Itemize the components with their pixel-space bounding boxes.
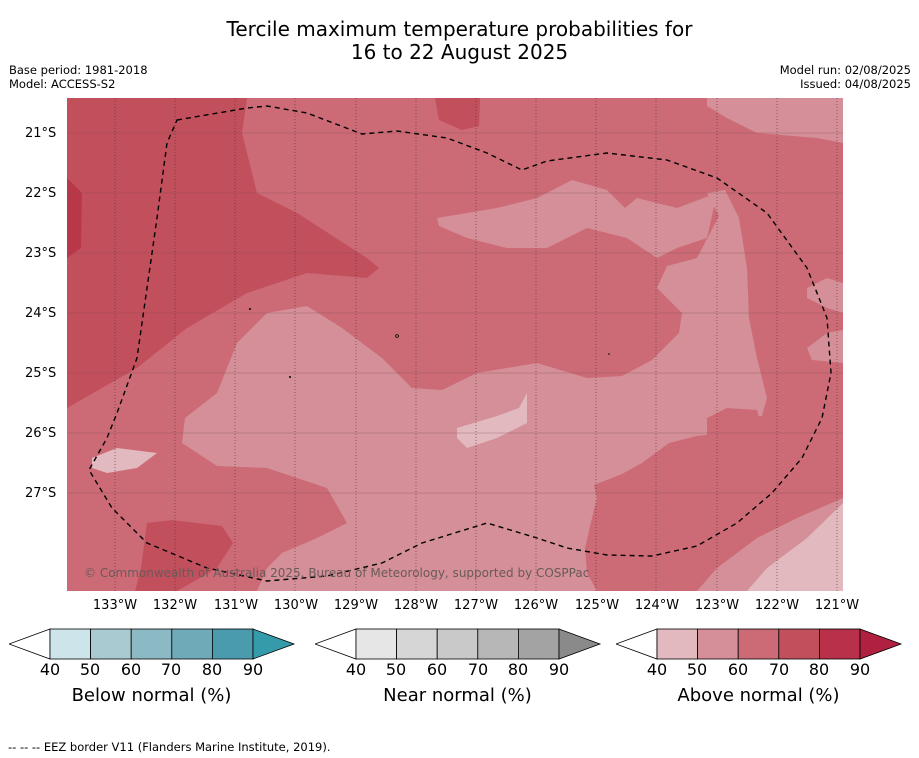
meta-left: Base period: 1981-2018 Model: ACCESS-S2 — [9, 63, 148, 91]
colorbar-segment — [396, 628, 438, 660]
colorbar-segment — [355, 628, 397, 660]
cbar-below-tick: 70 — [160, 660, 182, 679]
colorbar-below-label: Below normal (%) — [71, 685, 232, 706]
region-40-southeast — [747, 503, 843, 591]
colorbar-above — [616, 628, 903, 660]
colorbar-near — [315, 628, 602, 660]
region-70-southwest — [135, 520, 233, 591]
cbar-above-tick: 60 — [727, 660, 749, 679]
copyright-text: © Commonwealth of Australia 2025, Bureau… — [84, 566, 590, 580]
island-mark — [395, 334, 399, 338]
lat-label: 27°S — [25, 486, 57, 501]
cbar-near-tick: 80 — [507, 660, 529, 679]
region-40-patch-west — [92, 448, 157, 473]
cbar-near-tick: 40 — [345, 660, 367, 679]
title-line-2: 16 to 22 August 2025 — [350, 40, 569, 64]
cbar-above-tick: 40 — [646, 660, 668, 679]
colorbar-segment — [90, 628, 132, 660]
lon-label: 125°W — [574, 598, 620, 613]
colorbar-segment — [656, 628, 698, 660]
cbar-above-tick: 90 — [849, 660, 871, 679]
lon-label: 122°W — [754, 598, 800, 613]
lat-label: 23°S — [25, 246, 57, 261]
region-50-northeast — [707, 98, 843, 143]
colorbar-segment — [49, 628, 91, 660]
issued-date: Issued: 04/08/2025 — [800, 77, 911, 91]
cbar-near-tick: 60 — [426, 660, 448, 679]
region-70-north — [435, 98, 480, 130]
colorbar-lower-extension — [9, 628, 51, 660]
cbar-near-tick: 90 — [548, 660, 570, 679]
region-50-north — [437, 180, 717, 258]
lat-label: 22°S — [25, 186, 57, 201]
colorbar-lower-extension — [315, 628, 357, 660]
base-period: Base period: 1981-2018 — [9, 63, 148, 77]
title-line-1: Tercile maximum temperature probabilitie… — [226, 17, 693, 41]
lon-label: 133°W — [92, 598, 138, 613]
lat-label: 25°S — [25, 366, 57, 381]
region-50-east2 — [807, 330, 843, 363]
cbar-below-tick: 50 — [79, 660, 101, 679]
region-60-pocket — [707, 408, 762, 443]
region-50-central — [182, 190, 767, 591]
colorbar-below — [9, 628, 296, 660]
lon-gridlines — [114, 98, 838, 591]
island-mark — [608, 353, 610, 355]
colorbar-above-label: Above normal (%) — [677, 685, 840, 706]
cbar-below-tick: 80 — [201, 660, 223, 679]
lat-label: 26°S — [25, 426, 57, 441]
cbar-below-tick: 40 — [39, 660, 61, 679]
region-50-east — [807, 278, 843, 313]
colorbar-upper-extension — [252, 628, 296, 660]
lat-label: 24°S — [25, 306, 57, 321]
eez-footer-note: -- -- -- EEZ border V11 (Flanders Marine… — [8, 740, 331, 754]
colorbar-segment — [436, 628, 479, 660]
cbar-above-tick: 80 — [808, 660, 830, 679]
region-80-west — [67, 178, 82, 258]
lon-label: 128°W — [393, 598, 439, 613]
lon-label: 121°W — [814, 598, 860, 613]
colorbar-segment — [818, 628, 861, 660]
colorbar-near-label: Near normal (%) — [383, 685, 532, 706]
colorbar-segment — [477, 628, 519, 660]
island-mark — [289, 376, 291, 378]
colorbar-upper-extension — [859, 628, 903, 660]
lon-label: 126°W — [513, 598, 559, 613]
colorbar-segment — [171, 628, 213, 660]
lon-label: 130°W — [273, 598, 319, 613]
meta-right: Model run: 02/08/2025 Issued: 04/08/2025 — [780, 63, 911, 91]
colorbar-segment — [130, 628, 173, 660]
lon-label: 131°W — [213, 598, 259, 613]
colorbar-segment — [737, 628, 780, 660]
lon-label: 132°W — [152, 598, 198, 613]
cbar-above-tick: 70 — [768, 660, 790, 679]
colorbar-segment — [697, 628, 739, 660]
cbar-near-tick: 70 — [467, 660, 489, 679]
cbar-below-tick: 90 — [242, 660, 264, 679]
lat-label: 21°S — [25, 126, 57, 141]
model-name: Model: ACCESS-S2 — [9, 77, 116, 91]
cbar-below-tick: 60 — [120, 660, 142, 679]
lon-label: 129°W — [333, 598, 379, 613]
cbar-near-tick: 50 — [385, 660, 407, 679]
cbar-above-tick: 50 — [686, 660, 708, 679]
region-40-patch — [457, 393, 527, 448]
colorbar-segment — [211, 628, 254, 660]
lon-label: 124°W — [634, 598, 680, 613]
lat-gridlines — [67, 132, 843, 494]
colorbar-upper-extension — [558, 628, 602, 660]
probability-map — [67, 98, 843, 591]
island-mark — [249, 308, 251, 310]
colorbar-lower-extension — [616, 628, 658, 660]
model-run: Model run: 02/08/2025 — [779, 63, 911, 77]
chart-title: Tercile maximum temperature probabilitie… — [0, 18, 919, 64]
colorbar-segment — [778, 628, 820, 660]
lon-label: 127°W — [453, 598, 499, 613]
lon-label: 123°W — [694, 598, 740, 613]
colorbar-segment — [517, 628, 560, 660]
